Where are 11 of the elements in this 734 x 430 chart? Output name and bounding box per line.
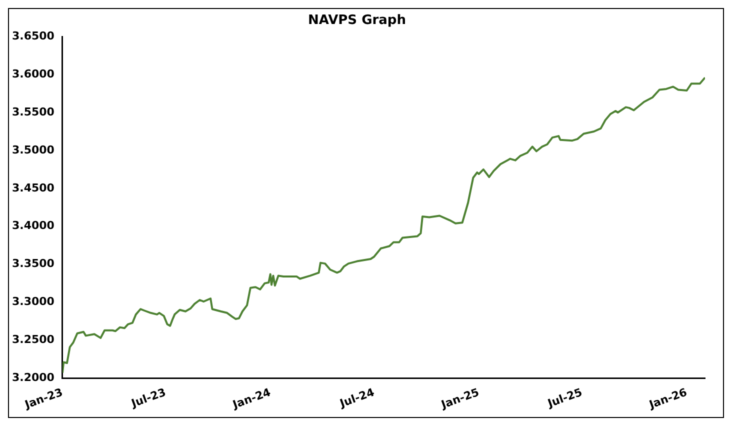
y-tick-label: 3.4000 [12,219,55,232]
y-tick-label: 3.5500 [12,105,55,118]
y-tick-label: 3.3000 [12,295,55,308]
y-tick-label: 3.6500 [12,29,55,42]
y-tick-label: 3.6000 [12,67,55,80]
y-tick-label: 3.2500 [12,333,55,346]
y-tick-label: 3.4500 [12,181,55,194]
y-tick-label: 3.3500 [12,257,55,270]
y-tick-label: 3.5000 [12,143,55,156]
chart-title: NAVPS Graph [308,13,406,28]
y-tick-label: 3.2000 [12,371,55,384]
